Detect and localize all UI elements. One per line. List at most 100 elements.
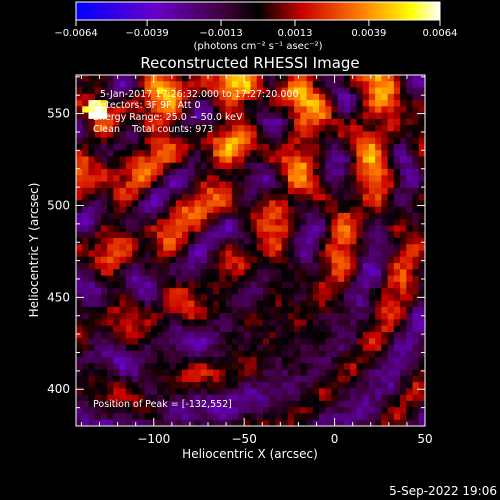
heatmap-cell [100, 400, 108, 408]
heatmap-cell [306, 331, 314, 339]
heatmap-cell [393, 219, 401, 226]
heatmap-cell [200, 244, 208, 251]
heatmap-cell [244, 106, 251, 114]
heatmap-cell [400, 187, 407, 195]
heatmap-cell [343, 112, 351, 120]
heatmap-cell [368, 150, 376, 157]
y-tick-label: 500 [47, 198, 70, 212]
heatmap-cell [343, 100, 351, 107]
heatmap-cell [356, 156, 364, 164]
heatmap-cell [163, 162, 170, 170]
heatmap-cell [169, 319, 177, 327]
heatmap-cell [225, 382, 233, 389]
heatmap-cell [200, 181, 208, 189]
heatmap-cell [262, 219, 270, 226]
heatmap-cell [387, 194, 395, 201]
heatmap-cell [213, 75, 220, 82]
heatmap-cell [400, 125, 407, 132]
heatmap-cell [368, 75, 376, 82]
heatmap-cell [325, 244, 332, 251]
heatmap-cell [262, 400, 270, 408]
heatmap-cell [238, 106, 245, 114]
heatmap-cell [256, 313, 264, 320]
heatmap-cell [100, 275, 108, 283]
heatmap-cell [256, 212, 264, 220]
heatmap-cell [157, 125, 164, 132]
heatmap-cell [300, 194, 307, 201]
heatmap-cell [418, 106, 425, 114]
heatmap-cell [331, 400, 339, 408]
heatmap-cell [356, 100, 364, 107]
heatmap-cell [213, 407, 220, 414]
heatmap-cell [82, 143, 89, 151]
heatmap-cell [262, 143, 270, 151]
heatmap-cell [206, 143, 214, 151]
heatmap-cell [262, 162, 270, 170]
heatmap-cell [275, 394, 283, 402]
heatmap-cell [82, 137, 89, 145]
heatmap-cell [244, 250, 251, 258]
heatmap-cell [418, 350, 425, 358]
heatmap-cell [300, 244, 307, 251]
heatmap-cell [219, 169, 226, 176]
heatmap-cell [269, 369, 276, 377]
heatmap-cell [256, 175, 264, 182]
heatmap-cell [343, 150, 351, 157]
heatmap-cell [275, 419, 283, 426]
heatmap-cell [250, 294, 258, 302]
heatmap-cell [287, 100, 295, 107]
heatmap-cell [418, 244, 425, 251]
heatmap-cell [119, 407, 127, 414]
heatmap-cell [138, 419, 145, 426]
heatmap-cell [200, 388, 208, 396]
heatmap-cell [188, 382, 195, 389]
heatmap-cell [281, 112, 289, 120]
heatmap-cell [231, 300, 239, 308]
heatmap-cell [82, 125, 89, 132]
heatmap-cell [312, 175, 320, 182]
heatmap-cell [312, 388, 320, 396]
heatmap-cell [181, 131, 189, 139]
heatmap-cell [343, 363, 351, 370]
heatmap-cell [138, 93, 145, 101]
heatmap-cell [125, 244, 133, 251]
heatmap-cell [381, 231, 389, 239]
heatmap-cell [306, 194, 314, 201]
heatmap-cell [144, 156, 152, 164]
heatmap-cell [206, 382, 214, 389]
heatmap-cell [387, 125, 395, 132]
heatmap-cell [88, 344, 96, 352]
heatmap-cell [350, 394, 357, 402]
heatmap-cell [375, 413, 382, 421]
heatmap-cell [406, 87, 413, 95]
heatmap-cell [262, 407, 270, 414]
heatmap-cell [169, 237, 177, 245]
heatmap-cell [300, 125, 307, 132]
heatmap-cell [200, 100, 208, 107]
heatmap-cell [418, 388, 425, 396]
heatmap-cell [150, 319, 158, 327]
heatmap-cell [163, 212, 170, 220]
heatmap-cell [150, 407, 158, 414]
heatmap-cell [306, 325, 314, 333]
heatmap-cell [175, 269, 183, 276]
heatmap-cell [181, 181, 189, 189]
heatmap-cell [387, 162, 395, 170]
heatmap-cell [119, 263, 127, 270]
heatmap-cell [306, 156, 314, 164]
heatmap-cell [294, 100, 301, 107]
heatmap-cell [294, 150, 301, 157]
heatmap-cell [94, 250, 102, 258]
heatmap-cell [250, 331, 258, 339]
heatmap-cell [418, 281, 425, 289]
heatmap-cell [238, 288, 245, 295]
heatmap-cell [319, 143, 326, 151]
heatmap-cell [238, 125, 245, 132]
heatmap-cell [238, 237, 245, 245]
heatmap-cell [132, 187, 139, 195]
heatmap-cell [368, 281, 376, 289]
heatmap-cell [76, 100, 83, 107]
heatmap-cell [331, 407, 339, 414]
heatmap-cell [200, 169, 208, 176]
heatmap-cell [287, 112, 295, 120]
